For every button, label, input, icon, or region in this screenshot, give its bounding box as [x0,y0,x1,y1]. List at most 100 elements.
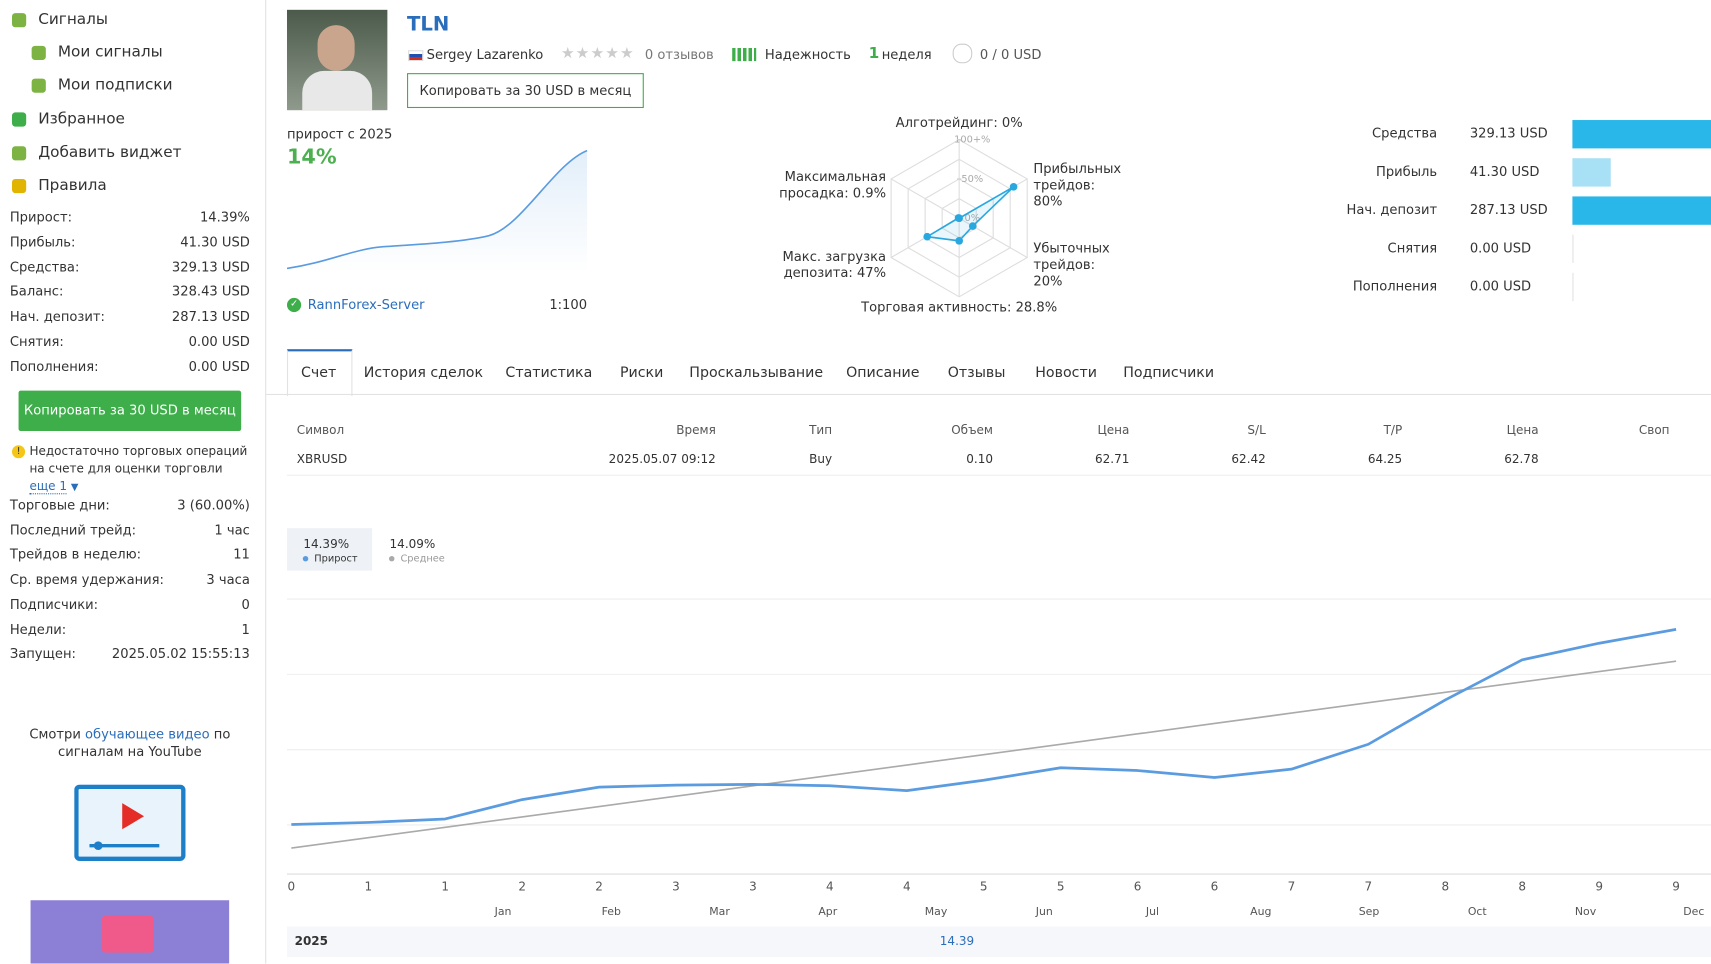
bar [1572,196,1711,225]
x-tick-label: 3 [749,880,757,894]
table-header: T/P [1383,422,1403,438]
legend-name: Среднее [400,554,444,565]
table-header: Цена [1097,422,1130,438]
bar-label: Пополнения [1353,279,1437,294]
radar-tick-label: 100+% [954,135,990,146]
nav-item[interactable]: Избранное [38,110,125,128]
series-line [291,628,1677,826]
video-text: Смотри обучающее видео по сигналам на Yo… [21,726,239,761]
signal-title[interactable]: TLN [407,13,450,37]
radar-point [968,222,977,230]
tab[interactable]: Описание [846,365,920,382]
nav-icon [31,78,46,93]
tab[interactable]: Счет [300,365,337,382]
weeks-count: 1 [868,44,880,63]
x-tick-label: 2 [595,880,603,894]
table-header: Объем [951,422,993,438]
nav-icon [12,13,27,28]
stat-value: 11 [233,547,250,563]
tab[interactable]: Подписчики [1123,365,1215,382]
month-label: Jan [494,905,512,918]
stat-label: Пополнения: [9,358,99,375]
stat-value: 14.39% [199,209,250,225]
tab[interactable]: Проскальзывание [689,365,824,382]
author[interactable]: Sergey Lazarenko [426,46,544,63]
bar [1572,120,1711,149]
leverage: 1:100 [549,296,588,313]
x-tick-label: 7 [1288,880,1296,894]
month-label: Jul [1145,905,1159,918]
stat-value: 329.13 USD [171,259,250,275]
bar-label: Снятия [1388,241,1438,256]
sidebar-border [265,0,267,964]
reviews[interactable]: 0 отзывов [644,46,714,63]
month-label: Nov [1575,905,1597,918]
video-link[interactable]: обучающее видео [85,726,210,743]
tab[interactable]: Отзывы [947,365,1006,382]
legend-name: Прирост [314,554,358,565]
table-cell: 62.78 [1504,452,1539,467]
footer-value: 14.39 [940,934,974,948]
warning: Недостаточно торговых операций на счете … [29,444,248,495]
header-copy-button[interactable]: Копировать за 30 USD в месяц [407,73,644,109]
warning-more[interactable]: еще 1 [29,479,68,495]
month-label: Aug [1250,905,1271,918]
stat-value: 2025.05.02 15:55:13 [111,646,250,662]
radar-point [923,232,932,241]
tab[interactable]: Новости [1035,365,1097,382]
legend-dot [302,555,309,562]
radar-point [1009,182,1018,191]
nav-item[interactable]: Добавить виджет [38,144,182,162]
stat-label: Прирост: [9,209,73,225]
x-tick-label: 8 [1518,880,1526,894]
radar-axis-label: Макс. загрузка депозита: 47% [782,248,887,281]
copy-button[interactable]: Копировать за 30 USD в месяц [18,390,242,432]
month-label: Mar [709,905,730,918]
tab[interactable]: Статистика [505,365,593,382]
tab[interactable]: История сделок [363,365,484,382]
nav-item[interactable]: Мои сигналы [57,43,163,62]
table-header: Символ [296,422,345,438]
video-text-2: по сигналам на YouTube [58,726,231,760]
x-tick-label: 1 [364,880,372,894]
radar-point [954,214,963,222]
bar-label: Средства [1372,127,1437,142]
stat-label: Запущен: [9,646,76,662]
month-label: Apr [818,905,837,918]
radar-point [955,237,963,245]
video-icon[interactable] [74,784,186,861]
radar-tick-label: 50% [961,174,983,185]
stat-label: Торговые дни: [9,497,110,513]
active-tab-box [286,349,353,397]
tab[interactable]: Риски [619,365,664,382]
nav-item[interactable]: Сигналы [38,10,108,29]
avatar[interactable] [286,9,388,111]
radar-axis-label: Убыточных трейдов: 20% [1033,240,1110,289]
reliability: Надежность [764,46,851,63]
legend-total: 14.39% [303,537,349,551]
x-tick-label: 0 [288,880,296,894]
growth-value: 14% [286,145,337,170]
stat-label: Прибыль: [9,234,76,250]
nav-item[interactable]: Правила [38,176,107,195]
nav-icon [31,45,46,61]
x-tick-label: 2 [518,880,526,894]
stat-value: 41.30 USD [180,234,250,250]
server[interactable]: RannForex-Server [307,296,425,313]
bar-value-label: 0.00 USD [1470,279,1531,294]
reliability-icon [732,48,757,62]
table-cell: 62.71 [1095,452,1130,467]
stat-label: Нач. депозит: [9,309,105,325]
stat-value: 1 [241,621,250,637]
x-tick-label: 7 [1365,880,1373,894]
footer-row [286,926,1711,957]
sparkline [286,149,588,273]
promo-image[interactable] [30,900,230,964]
legend-active[interactable] [286,528,373,571]
stat-value: 328.43 USD [171,284,250,300]
stat-value: 287.13 USD [171,309,250,325]
bar-value-label: 0.00 USD [1470,241,1531,256]
nav-item[interactable]: Мои подписки [57,76,173,94]
month-label: Sep [1359,905,1380,918]
